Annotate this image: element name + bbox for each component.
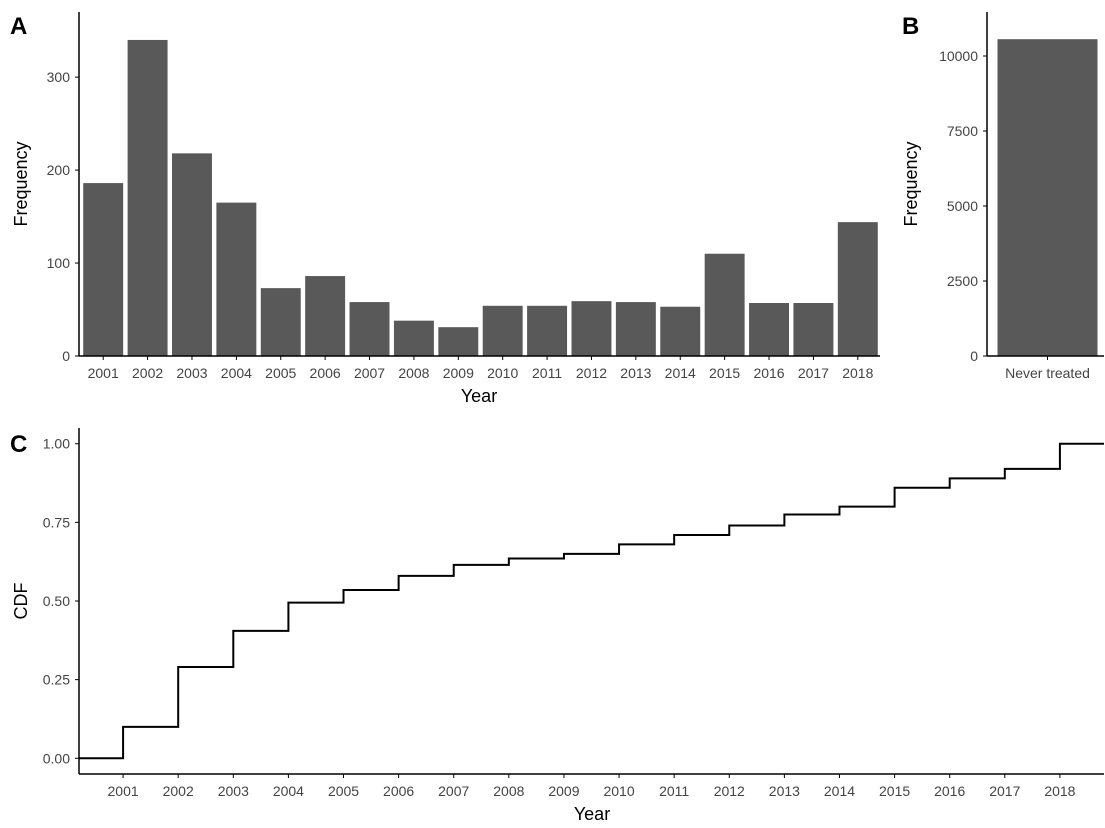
- panel-c-y-tick-label: 1.00: [43, 436, 70, 452]
- panel-a-x-tick-label: 2004: [221, 365, 252, 381]
- panel-c-x-tick-label: 2001: [108, 783, 139, 799]
- panel-a-x-title: Year: [461, 386, 497, 406]
- panel-a-x-tick-label: 2017: [798, 365, 829, 381]
- panel-a-x-tick-label: 2002: [132, 365, 163, 381]
- panel-a-x-tick-label: 2010: [487, 365, 518, 381]
- panel-c-x-tick-label: 2009: [548, 783, 579, 799]
- panel-a-x-tick-label: 2011: [532, 365, 562, 381]
- panel-b: B 0 2500 5000 7500 10000 Never treated Frequ…: [901, 12, 1104, 381]
- panel-a-y-ticks: 0 100 200 300: [47, 69, 79, 364]
- panel-c-x-tick-label: 2010: [603, 783, 634, 799]
- panel-a-x-tick-label: 2005: [265, 365, 296, 381]
- panel-c-x-tick-label: 2014: [824, 783, 855, 799]
- panel-c-x-tick-label: 2016: [934, 783, 965, 799]
- panel-a-bar-2007: [349, 302, 390, 356]
- panel-c-x-tick-label: 2008: [493, 783, 524, 799]
- panel-a-bar-2017: [793, 303, 834, 356]
- panel-b-y-tick-label: 0: [970, 348, 978, 364]
- panel-a-x-tick-label: 2015: [709, 365, 740, 381]
- panel-a-bar-2003: [171, 153, 212, 356]
- panel-c-tag: C: [10, 431, 27, 458]
- panel-a-bar-2016: [749, 303, 790, 356]
- panel-b-y-tick-label: 5000: [947, 198, 978, 214]
- panel-c-x-tick-label: 2011: [659, 783, 689, 799]
- panel-a-bar-2011: [527, 305, 568, 356]
- panel-c-x-tick-label: 2017: [989, 783, 1020, 799]
- panel-b-y-title: Frequency: [901, 141, 921, 226]
- panel-c-x-tick-label: 2003: [218, 783, 249, 799]
- panel-c-x-tick-label: 2004: [273, 783, 304, 799]
- panel-a-bar-2010: [482, 305, 523, 356]
- panel-a-bar-2018: [837, 222, 878, 356]
- panel-a-bar-2014: [660, 306, 701, 356]
- panel-c-x-ticks: 2001 2002 2003 2004 2005 2006 2007 2008 2009 2010…: [108, 774, 1076, 799]
- panel-a-x-ticks: 2001 2002 2003 2004 2005 2006 2007 2008 2009 2010…: [88, 356, 874, 381]
- panel-a-bar-2008: [393, 320, 434, 356]
- panel-c-y-tick-label: 0.00: [43, 750, 70, 766]
- panel-c-y-tick-label: 0.25: [43, 672, 70, 688]
- panel-c-y-tick-label: 0.75: [43, 514, 70, 530]
- panel-c-x-tick-label: 2013: [769, 783, 800, 799]
- panel-a-bar-2005: [260, 288, 301, 356]
- panel-c-x-tick-label: 2005: [328, 783, 359, 799]
- panel-c-x-tick-label: 2006: [383, 783, 414, 799]
- panel-c-y-tick-label: 0.50: [43, 593, 70, 609]
- panel-a-bars: [83, 39, 878, 356]
- panel-a-y-tick-label: 300: [47, 69, 71, 85]
- panel-a-bar-2015: [704, 253, 745, 356]
- panel-b-x-ticks: Never treated: [1005, 356, 1090, 381]
- panel-a-x-tick-label: 2006: [310, 365, 341, 381]
- panel-a-bar-2012: [571, 301, 612, 356]
- panel-a-bar-2006: [305, 276, 346, 356]
- panel-c-y-ticks: 0.00 0.25 0.50 0.75 1.00: [43, 436, 79, 766]
- panel-a-x-tick-label: 2009: [443, 365, 474, 381]
- panel-a-x-tick-label: 2012: [576, 365, 607, 381]
- panel-a-bar-2013: [615, 302, 656, 356]
- panel-a-x-tick-label: 2018: [842, 365, 873, 381]
- panel-c-x-tick-label: 2012: [714, 783, 745, 799]
- panel-b-y-tick-label: 7500: [947, 123, 978, 139]
- panel-c: C 0.000.250.500.751.00 2001 2002 2003 2004 2…: [10, 428, 1104, 824]
- panel-a-x-tick-label: 2003: [176, 365, 207, 381]
- panel-a-x-tick-label: 2008: [398, 365, 429, 381]
- panel-a-y-tick-label: 100: [47, 255, 71, 271]
- panel-a-bar-2004: [216, 202, 257, 356]
- panel-b-y-tick-label: 10000: [939, 48, 978, 64]
- panel-a-x-tick-label: 2014: [665, 365, 696, 381]
- panel-b-x-tick-label: Never treated: [1005, 365, 1090, 381]
- panel-b-tag: B: [902, 13, 919, 40]
- panel-c-x-tick-label: 2015: [879, 783, 910, 799]
- panel-a-y-tick-label: 200: [47, 162, 71, 178]
- panel-a-x-tick-label: 2016: [753, 365, 784, 381]
- panel-a-bar-2001: [83, 183, 124, 356]
- panel-a-y-tick-label: 0: [62, 348, 70, 364]
- panel-b-y-ticks: 0 2500 5000 7500 10000: [939, 48, 987, 364]
- panel-c-x-tick-label: 2007: [438, 783, 469, 799]
- panel-a-tag: A: [10, 13, 27, 40]
- panel-a-bar-2002: [127, 39, 168, 356]
- panel-b-y-tick-label: 2500: [947, 273, 978, 289]
- panel-a-x-tick-label: 2007: [354, 365, 385, 381]
- panel-c-x-tick-label: 2018: [1044, 783, 1075, 799]
- panel-a-x-tick-label: 2001: [88, 365, 119, 381]
- panel-a-x-tick-label: 2013: [620, 365, 651, 381]
- panel-b-bars: [997, 39, 1098, 356]
- panel-c-cdf-step-line: [79, 442, 1104, 760]
- panel-b-bar-never-treated: [997, 39, 1098, 356]
- panel-c-x-title: Year: [574, 804, 610, 824]
- panel-c-x-tick-label: 2002: [163, 783, 194, 799]
- panel-c-y-title: CDF: [11, 583, 31, 620]
- panel-a-y-title: Frequency: [11, 141, 31, 226]
- panel-a-bar-2009: [438, 327, 479, 356]
